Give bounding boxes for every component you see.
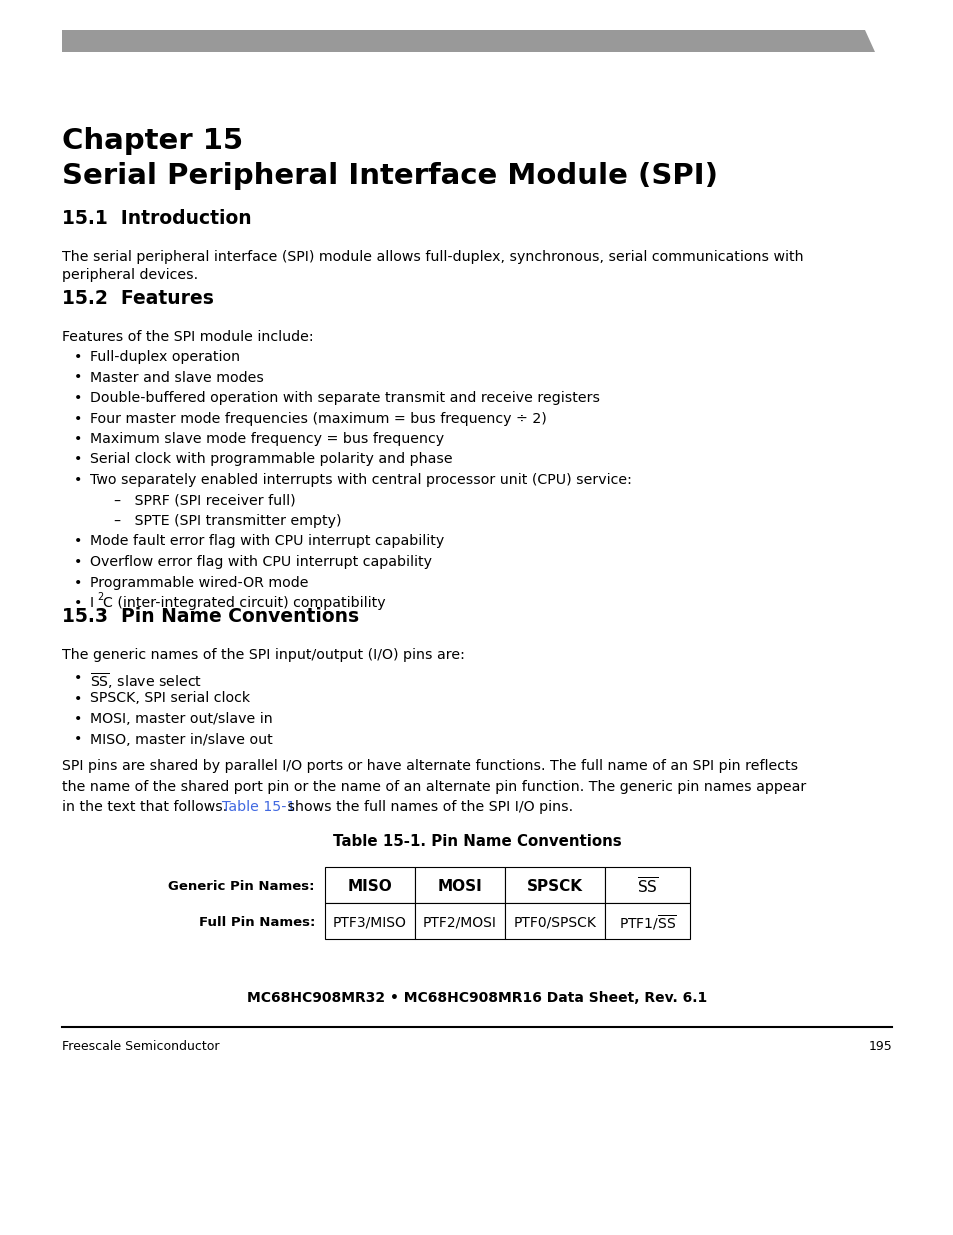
Bar (604, 867, 689, 903)
Text: SPSCK, SPI serial clock: SPSCK, SPI serial clock (90, 692, 250, 705)
Text: Full Pin Names:: Full Pin Names: (198, 916, 314, 929)
Text: Two separately enabled interrupts with central processor unit (CPU) service:: Two separately enabled interrupts with c… (90, 473, 631, 487)
Text: C (inter-integrated circuit) compatibility: C (inter-integrated circuit) compatibili… (103, 597, 385, 610)
Text: PTF0/SPSCK: PTF0/SPSCK (513, 915, 596, 930)
Text: Serial Peripheral Interface Module (SPI): Serial Peripheral Interface Module (SPI) (62, 162, 718, 190)
Text: Generic Pin Names:: Generic Pin Names: (169, 881, 314, 893)
Text: 15.1  Introduction: 15.1 Introduction (62, 209, 252, 228)
Text: 2: 2 (97, 592, 103, 601)
Text: Programmable wired-OR mode: Programmable wired-OR mode (90, 576, 308, 589)
Text: 15.2  Features: 15.2 Features (62, 289, 213, 308)
Text: PTF1/$\overline{\mathrm{SS}}$: PTF1/$\overline{\mathrm{SS}}$ (618, 913, 676, 931)
Text: Serial clock with programmable polarity and phase: Serial clock with programmable polarity … (90, 452, 452, 467)
Text: •: • (74, 692, 82, 705)
Text: Table 15-1. Pin Name Conventions: Table 15-1. Pin Name Conventions (333, 834, 620, 848)
Text: MC68HC908MR32 • MC68HC908MR16 Data Sheet, Rev. 6.1: MC68HC908MR32 • MC68HC908MR16 Data Sheet… (247, 990, 706, 1004)
Text: •: • (74, 671, 82, 685)
Text: $\overline{\mathrm{SS}}$: $\overline{\mathrm{SS}}$ (637, 877, 658, 897)
Text: shows the full names of the SPI I/O pins.: shows the full names of the SPI I/O pins… (283, 800, 573, 814)
Text: SPSCK: SPSCK (526, 879, 582, 894)
Text: Master and slave modes: Master and slave modes (90, 370, 264, 384)
Text: •: • (74, 555, 82, 569)
Text: •: • (74, 732, 82, 746)
Text: $\overline{\mathrm{SS}}$, slave select: $\overline{\mathrm{SS}}$, slave select (90, 671, 202, 690)
Text: •: • (74, 350, 82, 364)
Text: Table 15-1: Table 15-1 (222, 800, 295, 814)
Text: •: • (74, 391, 82, 405)
Bar (504, 903, 604, 939)
Text: •: • (74, 452, 82, 467)
Text: peripheral devices.: peripheral devices. (62, 268, 198, 282)
Text: Features of the SPI module include:: Features of the SPI module include: (62, 330, 314, 345)
Text: Mode fault error flag with CPU interrupt capability: Mode fault error flag with CPU interrupt… (90, 535, 444, 548)
Polygon shape (62, 30, 874, 52)
Text: The serial peripheral interface (SPI) module allows full-duplex, synchronous, se: The serial peripheral interface (SPI) mo… (62, 249, 802, 264)
Text: •: • (74, 535, 82, 548)
Text: Four master mode frequencies (maximum = bus frequency ÷ 2): Four master mode frequencies (maximum = … (90, 411, 546, 426)
Text: •: • (74, 597, 82, 610)
Text: Overflow error flag with CPU interrupt capability: Overflow error flag with CPU interrupt c… (90, 555, 432, 569)
Text: –   SPRF (SPI receiver full): – SPRF (SPI receiver full) (113, 494, 295, 508)
Text: •: • (74, 473, 82, 487)
Text: in the text that follows.: in the text that follows. (62, 800, 232, 814)
Text: PTF3/MISO: PTF3/MISO (333, 915, 407, 930)
Text: The generic names of the SPI input/output (I/O) pins are:: The generic names of the SPI input/outpu… (62, 648, 464, 662)
Text: 15.3  Pin Name Conventions: 15.3 Pin Name Conventions (62, 608, 358, 626)
Text: •: • (74, 576, 82, 589)
Bar (325, 867, 415, 903)
Text: •: • (74, 411, 82, 426)
Text: MISO: MISO (347, 879, 392, 894)
Text: Full-duplex operation: Full-duplex operation (90, 350, 240, 364)
Text: MOSI, master out/slave in: MOSI, master out/slave in (90, 713, 273, 726)
Text: –   SPTE (SPI transmitter empty): – SPTE (SPI transmitter empty) (113, 514, 341, 529)
Text: •: • (74, 370, 82, 384)
Text: Double-buffered operation with separate transmit and receive registers: Double-buffered operation with separate … (90, 391, 599, 405)
Text: •: • (74, 713, 82, 726)
Text: the name of the shared port pin or the name of an alternate pin function. The ge: the name of the shared port pin or the n… (62, 779, 805, 794)
Text: Freescale Semiconductor: Freescale Semiconductor (62, 1041, 219, 1053)
Text: PTF2/MOSI: PTF2/MOSI (422, 915, 497, 930)
Text: •: • (74, 432, 82, 446)
Text: I: I (90, 597, 94, 610)
Bar (415, 867, 504, 903)
Text: 195: 195 (867, 1041, 891, 1053)
Text: SPI pins are shared by parallel I/O ports or have alternate functions. The full : SPI pins are shared by parallel I/O port… (62, 760, 798, 773)
Text: MOSI: MOSI (437, 879, 482, 894)
Text: MISO, master in/slave out: MISO, master in/slave out (90, 732, 273, 746)
Bar (604, 903, 689, 939)
Bar (504, 867, 604, 903)
Text: Chapter 15: Chapter 15 (62, 127, 243, 156)
Bar (415, 903, 504, 939)
Text: Maximum slave mode frequency = bus frequency: Maximum slave mode frequency = bus frequ… (90, 432, 444, 446)
Bar (325, 903, 415, 939)
